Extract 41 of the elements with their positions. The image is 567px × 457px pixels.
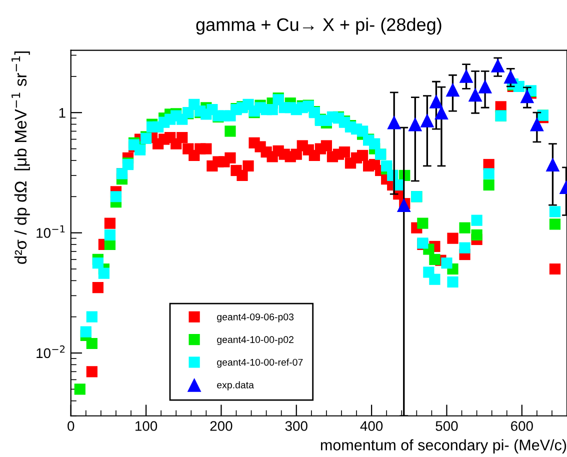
chart-title: gamma + Cu→ X + pi- (28deg) — [196, 18, 442, 35]
point — [546, 158, 560, 172]
point — [420, 114, 434, 128]
x-axis-title: momentum of secondary pi- (MeV/c) — [320, 439, 566, 454]
y-tick-label: 10$^{−1}$ — [36, 225, 65, 238]
point — [520, 89, 534, 104]
point — [549, 218, 561, 230]
legend-label: exp.data — [217, 381, 254, 390]
point — [468, 88, 482, 102]
y-tick-label: 1 — [59, 108, 66, 118]
x-tick-label: 200 — [210, 421, 232, 431]
point — [471, 229, 482, 240]
point — [224, 126, 236, 137]
point — [459, 68, 474, 83]
point — [74, 384, 86, 395]
point — [408, 117, 422, 132]
point — [434, 106, 448, 120]
point — [530, 117, 544, 132]
legend-label: geant4-10-00-ref-07 — [217, 358, 303, 368]
point — [396, 198, 411, 212]
legend-label: geant4-10-00-p02 — [217, 336, 294, 345]
point — [86, 338, 98, 350]
point — [429, 94, 444, 108]
x-tick-label: 400 — [360, 421, 383, 431]
point — [429, 254, 440, 266]
point — [504, 70, 518, 84]
x-tick-label: 100 — [136, 421, 158, 431]
point — [478, 80, 492, 94]
point — [387, 115, 402, 130]
x-tick-label: 0 — [68, 421, 74, 431]
x-tick-label: 500 — [436, 421, 458, 431]
y-axis-title: d²σ / dp dΩ [μb MeV$^{−1}$ sr$^{−1}$] — [12, 51, 30, 264]
point — [446, 82, 460, 97]
x-tick-label: 600 — [511, 421, 533, 431]
legend-label: geant4-09-06-p03 — [217, 313, 294, 322]
point — [417, 218, 428, 229]
point — [490, 58, 505, 72]
point — [483, 179, 494, 191]
x-tick-label: 300 — [285, 421, 308, 431]
y-tick-label: 10$^{−2}$ — [36, 345, 65, 358]
point — [459, 222, 470, 234]
